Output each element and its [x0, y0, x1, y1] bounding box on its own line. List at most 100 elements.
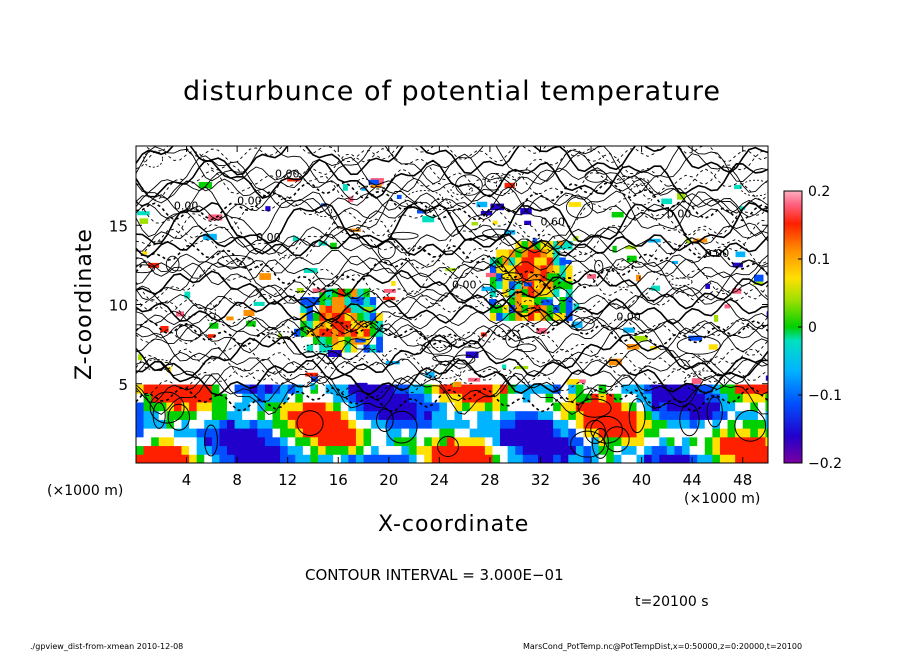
field-cell: [151, 428, 160, 438]
field-cell: [522, 428, 531, 438]
field-cell: [143, 445, 152, 455]
field-cell: [636, 454, 645, 463]
field-cell: [559, 280, 567, 290]
field-cell: [306, 320, 314, 329]
field-cell: [666, 384, 675, 394]
field-cell: [137, 211, 150, 216]
field-cell: [272, 393, 281, 403]
field-cell: [628, 419, 638, 429]
field-cell: [469, 428, 478, 438]
field-cell: [508, 312, 516, 321]
field-cell: [136, 436, 145, 447]
field-cell: [348, 419, 357, 429]
x-tick-label: 44: [683, 471, 702, 489]
field-cell: [378, 428, 387, 438]
field-cell: [742, 428, 751, 438]
field-cell: [560, 401, 569, 412]
field-cell: [310, 383, 316, 390]
y-tick-label: 15: [109, 217, 128, 235]
field-cell: [208, 214, 223, 221]
field-cell: [386, 384, 395, 394]
field-cell: [727, 401, 736, 412]
field-cell: [409, 419, 418, 429]
field-cell: [659, 445, 668, 455]
field-cell: [344, 296, 352, 305]
field-cell: [666, 454, 675, 463]
field-cell: [431, 410, 440, 420]
field-cell: [568, 454, 577, 463]
field-cell: [522, 393, 531, 403]
field-cell: [545, 419, 554, 429]
field-cell: [651, 384, 660, 394]
field-cell: [742, 445, 751, 455]
field-cell: [727, 393, 736, 403]
contour-line: [136, 224, 768, 255]
field-cell: [573, 303, 580, 311]
field-cell: [227, 445, 236, 455]
field-cell: [521, 304, 529, 313]
field-cell: [636, 393, 645, 403]
field-cell: [333, 428, 342, 438]
field-cell: [561, 259, 572, 265]
contour-line: [136, 359, 768, 397]
field-cell: [583, 410, 592, 420]
field-cell: [492, 410, 501, 420]
field-cell: [331, 312, 339, 321]
field-cell: [318, 445, 327, 455]
contour-loop: [516, 343, 537, 353]
field-cell: [469, 401, 478, 412]
field-cell: [635, 274, 641, 282]
field-cell: [401, 436, 410, 447]
field-cell: [508, 241, 516, 250]
field-cell: [559, 264, 567, 274]
field-cell: [348, 454, 357, 463]
field-cell: [378, 401, 387, 412]
field-cell: [477, 436, 486, 447]
field-cell: [598, 401, 607, 412]
field-cell: [566, 378, 580, 385]
field-cell: [750, 436, 759, 447]
field-cell: [287, 436, 296, 447]
field-cell: [504, 229, 516, 235]
field-cell: [757, 445, 766, 455]
field-cell: [753, 280, 764, 285]
field-cell: [485, 272, 496, 278]
field-cell: [766, 311, 768, 318]
field-cell: [357, 328, 365, 337]
field-cell: [484, 454, 493, 463]
field-cell: [242, 445, 251, 455]
field-cell: [628, 436, 638, 447]
field-cell: [489, 249, 497, 258]
field-cell: [264, 384, 274, 394]
field-cell: [674, 445, 683, 455]
field-cell: [636, 445, 645, 455]
field-cell: [348, 384, 357, 394]
field-cell: [735, 251, 746, 258]
field-cell: [331, 344, 339, 353]
field-cell: [492, 401, 501, 412]
field-cell: [446, 436, 456, 447]
field-cell: [340, 410, 349, 420]
contour-loop: [152, 401, 166, 429]
field-cell: [166, 384, 175, 394]
field-cell: [727, 384, 736, 394]
field-cell: [666, 445, 675, 455]
field-cell: [369, 320, 377, 329]
field-cell: [527, 264, 535, 274]
field-cell: [628, 454, 638, 463]
field-cell: [310, 436, 319, 447]
field-cell: [598, 428, 607, 438]
field-cell: [651, 436, 660, 447]
field-cell: [234, 428, 243, 438]
field-cell: [546, 288, 554, 298]
field-cell: [310, 419, 319, 429]
field-cell: [682, 428, 691, 438]
field-cell: [219, 445, 228, 455]
field-cell: [371, 410, 380, 420]
field-cell: [591, 393, 600, 403]
field-cell: [376, 336, 383, 345]
field-cell: [500, 445, 509, 455]
field-cell: [350, 288, 358, 298]
colorbar-tick-label: 0.1: [808, 252, 830, 268]
field-cell: [565, 272, 573, 282]
